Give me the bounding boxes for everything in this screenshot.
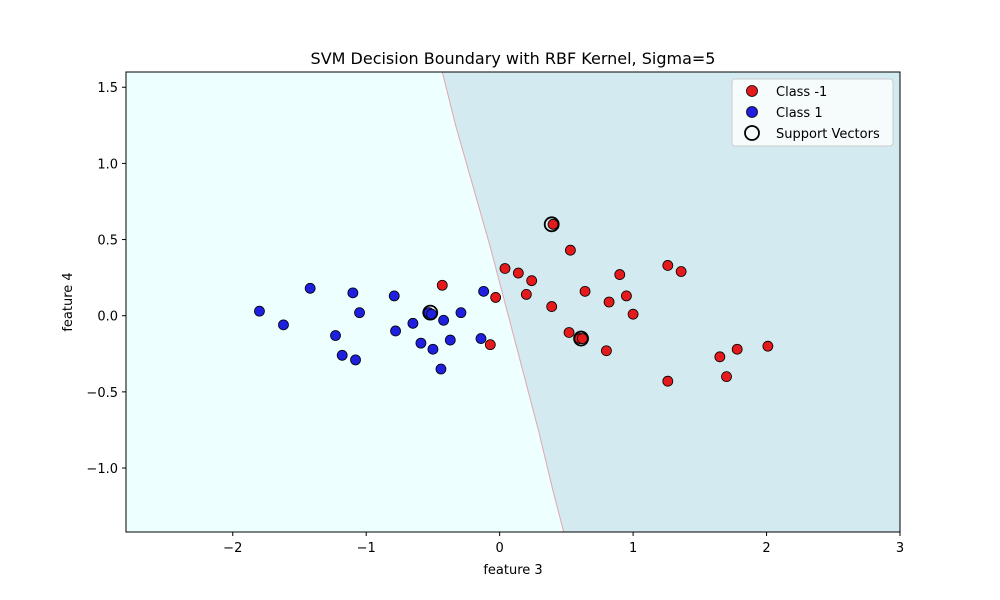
class-1-point (388, 290, 400, 302)
class-1-point (304, 282, 316, 294)
class-minus1-point (564, 244, 576, 256)
class-minus1-point (512, 267, 524, 279)
legend-marker-class-1 (746, 106, 758, 118)
class-minus1-point (490, 292, 502, 303)
class-1-point (444, 334, 456, 346)
decision-boundary (441, 72, 565, 532)
y-tick-label: −1.0 (86, 462, 118, 477)
support-vector-marker (422, 304, 439, 321)
chart-title: SVM Decision Boundary with RBF Kernel, S… (311, 49, 716, 68)
class-minus1-point (627, 308, 639, 320)
class-minus1-point (601, 345, 612, 357)
legend-marker-class-minus1 (746, 85, 758, 97)
x-tick-label: 0 (496, 541, 504, 556)
plot-frame (125, 71, 901, 533)
legend-label-support-vectors: Support Vectors (776, 127, 880, 142)
class-minus1-point (662, 260, 674, 271)
class-minus1-point (484, 339, 496, 351)
x-tick-label: −2 (223, 541, 242, 556)
class-minus1-point (520, 288, 532, 300)
x-tick-label: 3 (896, 541, 904, 556)
y-axis-title: feature 4 (61, 272, 76, 331)
x-tick-label: −1 (357, 541, 376, 556)
class-minus1-point (614, 269, 626, 280)
x-axis-title: feature 3 (483, 563, 542, 578)
class-1-point (427, 343, 439, 355)
class-minus1-point (546, 301, 558, 312)
class-minus1-point (731, 343, 743, 355)
class-minus1-point (662, 375, 674, 387)
x-axis: −2 −1 0 1 2 3 (223, 532, 904, 556)
class-1-point (350, 354, 361, 366)
class-1-point (336, 349, 348, 361)
class-1-point (438, 314, 450, 326)
class-minus1-point (714, 351, 726, 363)
support-vector-marker (543, 216, 560, 233)
y-tick-label: 0.5 (97, 234, 118, 249)
class-1-point (347, 287, 359, 299)
y-tick-label: 1.0 (97, 157, 118, 172)
y-tick-label: 1.5 (97, 81, 118, 96)
class-1-point (435, 363, 447, 375)
legend-label-class-1: Class 1 (776, 106, 823, 121)
x-tick-label: 1 (629, 541, 637, 556)
support-vector-marker (573, 330, 589, 347)
y-tick-label: −0.5 (86, 386, 118, 401)
class-1-point (278, 319, 289, 331)
class-minus1-point (526, 275, 538, 287)
class-1-point (475, 333, 487, 344)
class-1-point (478, 285, 490, 297)
class-1-point (407, 317, 419, 329)
class-1-point (455, 307, 467, 319)
class-minus1-point (603, 296, 615, 308)
class-minus1-point (547, 218, 559, 230)
class-1-point (330, 330, 341, 341)
class-minus1-point (576, 333, 588, 344)
class-minus1-region (442, 72, 900, 532)
class-minus1-point (579, 285, 591, 297)
class-minus1-point (675, 266, 687, 277)
class-minus1-point (762, 340, 774, 352)
legend-label-class-minus1: Class -1 (776, 85, 827, 100)
legend-frame (731, 78, 894, 147)
legend: Class -1 Class 1 Support Vectors (731, 78, 894, 147)
class-1-point (415, 337, 427, 349)
class-minus1-point (621, 290, 632, 302)
class-minus1-point (563, 327, 575, 338)
y-tick-label: 0.0 (97, 310, 118, 325)
class-1-point (354, 307, 365, 319)
y-axis: −1.0 −0.5 0.0 0.5 1.0 1.5 (86, 81, 126, 477)
points-layer (254, 216, 774, 387)
class-minus1-point (499, 263, 511, 274)
x-tick-label: 2 (762, 541, 770, 556)
class-1-point (390, 325, 401, 337)
class-minus1-point (436, 279, 448, 291)
plot-area (125, 71, 901, 533)
class-1-point (254, 305, 265, 317)
legend-marker-support-vectors (744, 125, 760, 141)
class-minus1-point (721, 371, 732, 383)
